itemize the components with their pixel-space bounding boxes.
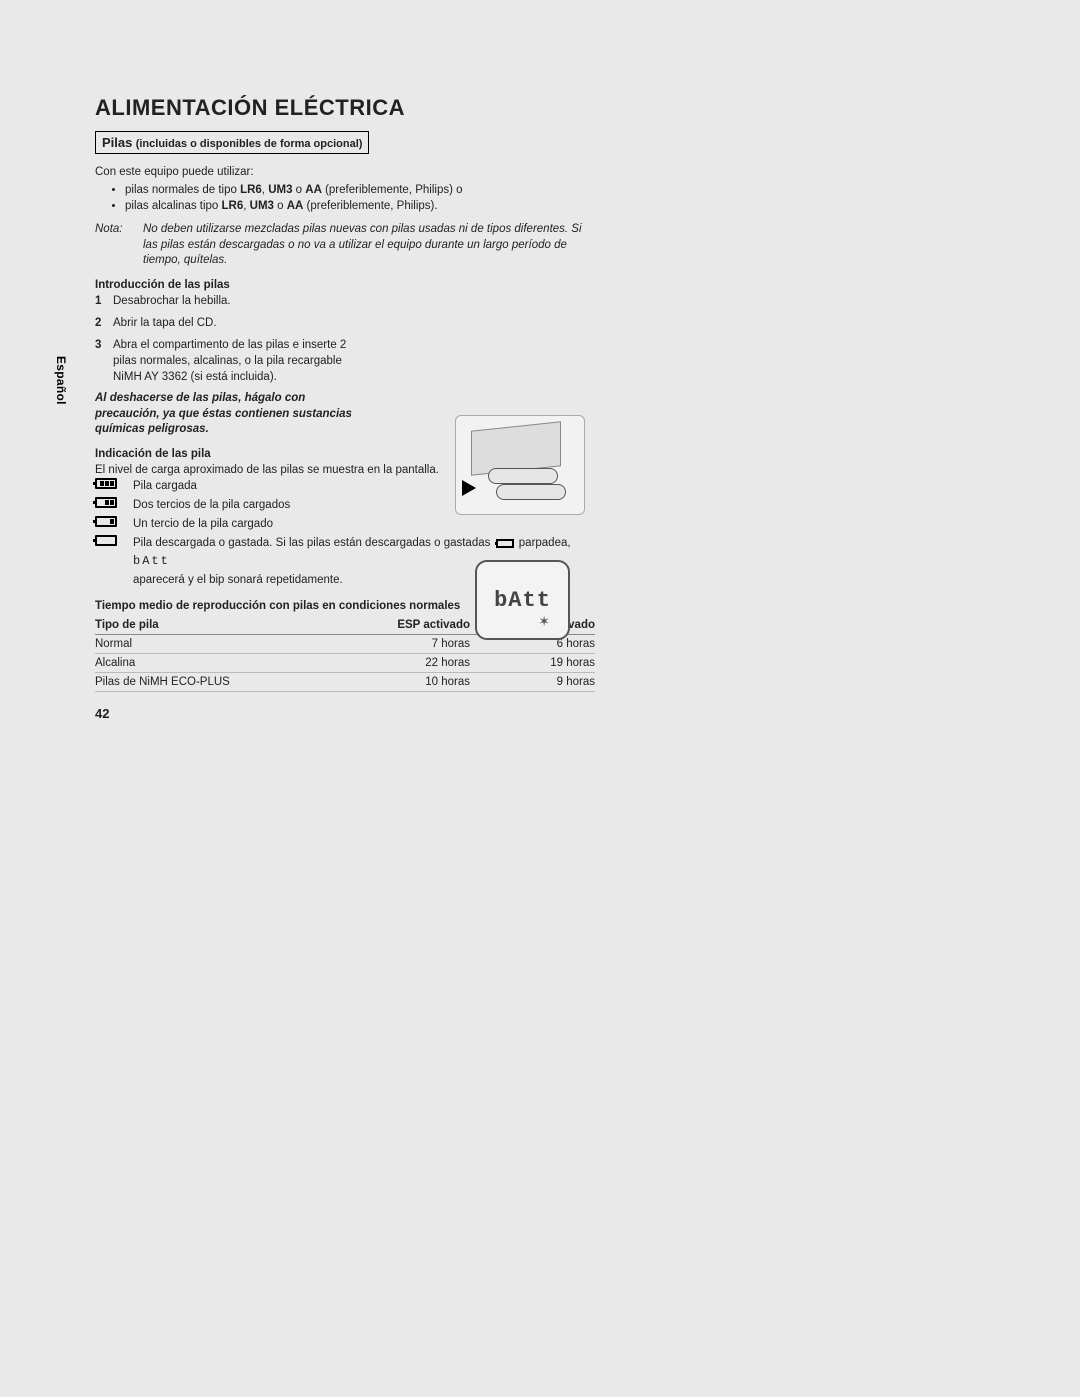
page-background: Español ALIMENTACIÓN ELÉCTRICA Pilas (in… (0, 0, 1080, 1397)
table-row: Alcalina22 horas19 horas (95, 654, 595, 673)
battery-compartment-illustration (455, 415, 585, 515)
page-number: 42 (95, 706, 595, 721)
battery-full-icon (95, 478, 117, 489)
table-row: Pilas de NiMH ECO-PLUS10 horas9 horas (95, 673, 595, 692)
battery-empty-icon (95, 535, 117, 546)
blink-icon: ✶ (538, 613, 550, 630)
list-item: 2Abrir la tapa del CD. (95, 315, 595, 331)
main-heading: ALIMENTACIÓN ELÉCTRICA (95, 95, 595, 121)
display-batt-illustration: bAtt ✶ (475, 560, 570, 640)
list-item: pilas normales de tipo LR6, UM3 o AA (pr… (125, 182, 595, 198)
battery-empty-inline-icon (496, 539, 514, 548)
subheading-insert: Introducción de las pilas (95, 279, 595, 291)
table-header: Tipo de pila (95, 616, 345, 635)
intro-text: Con este equipo puede utilizar: (95, 164, 595, 180)
table-header: ESP activado (345, 616, 470, 635)
note-label: Nota: (95, 222, 143, 269)
disposal-warning: Al deshacerse de las pilas, hágalo con p… (95, 391, 355, 438)
battery-one-third-icon (95, 516, 117, 527)
steps-list: 1Desabrochar la hebilla. 2Abrir la tapa … (95, 293, 595, 385)
language-tab: Español (54, 356, 68, 405)
section-subtitle: (incluidas o disponibles de forma opcion… (136, 138, 363, 150)
list-item: Un tercio de la pila cargado (95, 516, 595, 532)
note: Nota: No deben utilizarse mezcladas pila… (95, 222, 595, 269)
note-text: No deben utilizarse mezcladas pilas nuev… (143, 222, 595, 269)
content-area: ALIMENTACIÓN ELÉCTRICA Pilas (incluidas … (95, 95, 595, 721)
list-item: 3Abra el compartimento de las pilas e in… (95, 337, 595, 385)
battery-type-list: pilas normales de tipo LR6, UM3 o AA (pr… (95, 182, 595, 214)
section-title-box: Pilas (incluidas o disponibles de forma … (95, 131, 369, 154)
battery-two-thirds-icon (95, 497, 117, 508)
list-item: 1Desabrochar la hebilla. (95, 293, 595, 309)
arrow-icon (462, 480, 476, 496)
section-title: Pilas (102, 135, 132, 150)
list-item: pilas alcalinas tipo LR6, UM3 o AA (pref… (125, 198, 595, 214)
